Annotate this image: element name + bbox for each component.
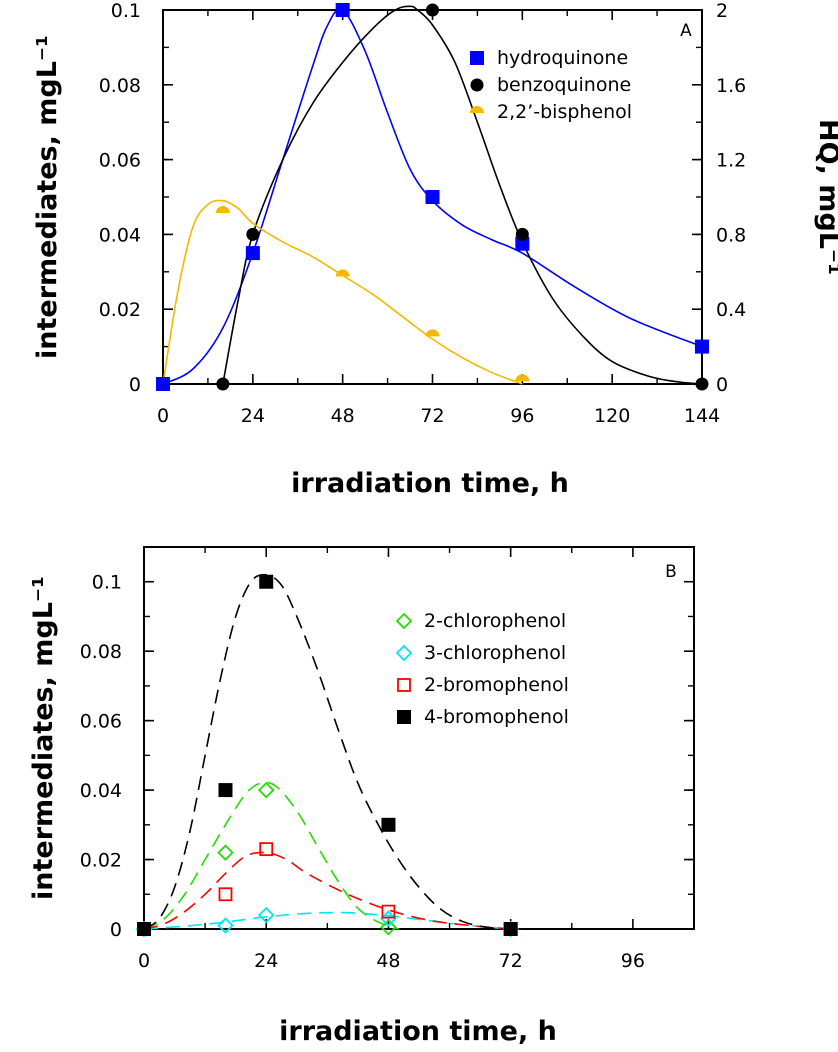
data-point xyxy=(216,377,230,391)
y-tick-label: 0.02 xyxy=(99,299,141,321)
series-curve xyxy=(143,911,511,930)
legend-marker xyxy=(470,78,484,92)
y-tick-label: 0.08 xyxy=(99,75,141,97)
data-point xyxy=(257,906,275,924)
y2-tick-label: 0.8 xyxy=(716,224,746,246)
y-tick-label: 0.04 xyxy=(99,224,141,246)
legend-marker xyxy=(397,710,411,724)
data-point xyxy=(381,904,396,919)
data-point xyxy=(381,817,396,832)
x-tick-label: 120 xyxy=(594,405,630,427)
x-tick-label: 0 xyxy=(138,950,150,972)
y2-tick-label: 2 xyxy=(716,0,728,22)
series-curve xyxy=(143,781,399,930)
y-tick-label: 0.1 xyxy=(111,0,141,22)
data-point xyxy=(515,227,529,241)
y-tick-label: 0 xyxy=(129,374,141,396)
x-tick-label: 72 xyxy=(499,950,523,972)
legend-marker xyxy=(395,612,413,630)
data-point xyxy=(245,246,260,261)
data-point xyxy=(217,917,234,934)
data-point xyxy=(156,377,170,391)
y-tick-label: 0.1 xyxy=(92,572,122,594)
data-point xyxy=(137,922,151,936)
plot-frame xyxy=(143,546,695,930)
legend-label: 2-chlorophenol xyxy=(424,610,566,632)
data-point xyxy=(515,236,530,251)
y2-tick-label: 0 xyxy=(716,374,728,396)
data-point xyxy=(695,339,709,354)
data-point xyxy=(215,205,230,213)
data-point xyxy=(503,922,518,936)
x-tick-label: 96 xyxy=(621,950,645,972)
data-point xyxy=(218,783,233,798)
x-axis-label: irradiation time, h xyxy=(279,1016,557,1047)
x-tick-label: 48 xyxy=(376,950,400,972)
data-point xyxy=(695,377,709,391)
data-point xyxy=(218,887,233,902)
x-tick-label: 144 xyxy=(684,405,720,427)
x-axis-label: irradiation time, h xyxy=(291,468,569,499)
data-point xyxy=(425,190,440,204)
legend-marker xyxy=(470,51,484,65)
y2-axis-label: HQ, mgL⁻¹ xyxy=(813,119,838,275)
data-point xyxy=(380,918,397,936)
y2-tick-label: 0.4 xyxy=(716,299,746,321)
data-point xyxy=(246,227,260,241)
data-point xyxy=(335,269,350,277)
legend-label: 4-bromophenol xyxy=(424,706,569,728)
y-tick-label: 0.06 xyxy=(80,711,122,733)
series-curve xyxy=(143,573,511,930)
series-curve xyxy=(143,851,511,930)
panel-label: A xyxy=(680,21,692,41)
data-point xyxy=(380,910,397,927)
x-tick-label: 24 xyxy=(241,405,265,427)
y-tick-label: 0 xyxy=(110,919,122,941)
y-axis-label: intermediates, mgL⁻¹ xyxy=(32,35,63,359)
panel-label: B xyxy=(665,562,677,582)
series-curve xyxy=(162,199,523,385)
data-point xyxy=(217,844,234,861)
data-point xyxy=(259,574,274,589)
legend-marker xyxy=(470,106,484,113)
data-point xyxy=(335,3,350,17)
legend-marker xyxy=(395,644,413,662)
y2-tick-label: 1.6 xyxy=(716,75,746,97)
y-axis-label: intermediates, mgL⁻¹ xyxy=(28,576,59,900)
legend-label: benzoquinone xyxy=(497,74,631,96)
data-point xyxy=(426,3,439,17)
series-curve xyxy=(222,5,703,385)
data-point xyxy=(259,842,274,857)
data-point xyxy=(515,374,530,382)
chart-panel-A: 0 24 48 72 96 120 144 0 0.02 0.04 0.06 0.08 0.1 0 0.4 0… xyxy=(32,0,838,499)
y-tick-label: 0.08 xyxy=(80,641,122,663)
x-tick-label: 48 xyxy=(331,405,355,427)
x-tick-label: 96 xyxy=(510,405,534,427)
y2-tick-label: 1.2 xyxy=(716,150,746,172)
x-tick-label: 24 xyxy=(254,950,278,972)
legend-marker xyxy=(397,678,411,692)
x-tick-label: 72 xyxy=(420,405,444,427)
y-tick-label: 0.02 xyxy=(80,850,122,872)
y-tick-label: 0.04 xyxy=(80,780,122,802)
x-tick-label: 0 xyxy=(157,405,169,427)
data-point xyxy=(257,781,275,799)
legend-label: 2,2’-bisphenol xyxy=(497,101,632,123)
y-tick-label: 0.06 xyxy=(99,150,141,172)
chart-panel-B: 0 24 48 72 96 0 0.02 0.04 0.06 0.08 0.1 irradiation… xyxy=(28,546,695,1047)
legend-label: 3-chlorophenol xyxy=(424,642,566,664)
legend-label: hydroquinone xyxy=(497,47,628,69)
legend-label: 2-bromophenol xyxy=(424,674,569,696)
data-point xyxy=(425,329,440,337)
